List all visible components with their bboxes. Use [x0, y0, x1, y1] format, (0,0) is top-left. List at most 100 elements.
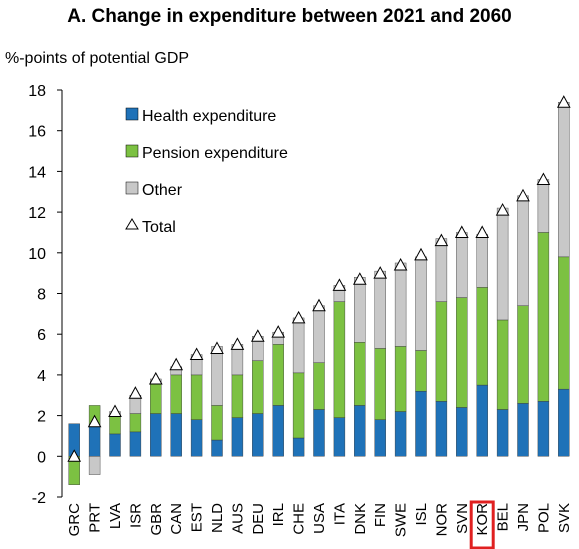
y-tick-label: -2 — [32, 490, 46, 507]
bar-segment-other — [476, 234, 488, 288]
total-marker — [536, 172, 551, 186]
legend-marker-total — [125, 218, 139, 230]
bar-segment-pension-expenditure — [272, 344, 284, 406]
y-tick-label: 18 — [28, 83, 46, 100]
bar-segment-health-expenditure — [170, 413, 182, 457]
bar-segment-pension-expenditure — [374, 348, 386, 420]
bar-segment-health-expenditure — [292, 437, 305, 457]
bar-segment-pension-expenditure — [231, 374, 244, 418]
category-label: SWE — [393, 503, 410, 537]
bar-segment-health-expenditure — [394, 411, 407, 457]
y-tick-label: 4 — [37, 368, 46, 385]
bar-segment-health-expenditure — [333, 417, 346, 457]
bar-segment-health-expenditure — [313, 409, 325, 457]
total-marker — [169, 357, 184, 371]
total-marker — [373, 266, 388, 279]
total-marker — [148, 371, 163, 385]
bar-segment-pension-expenditure — [354, 342, 366, 406]
legend-label-pension: Pension expenditure — [142, 145, 288, 162]
total-marker — [67, 449, 82, 462]
category-label: NOR — [433, 503, 450, 537]
total-marker — [87, 414, 102, 428]
bar-segment-pension-expenditure — [496, 319, 509, 410]
category-label: ISL — [413, 503, 430, 526]
bar-segment-other — [558, 102, 570, 258]
bar-segment-health-expenditure — [190, 419, 203, 457]
bar-segment-other — [517, 195, 529, 306]
bar-segment-other — [354, 277, 366, 343]
bar-segment-other — [88, 456, 101, 475]
category-label: EST — [189, 503, 206, 532]
total-marker — [454, 225, 469, 238]
category-label: AUS — [229, 503, 246, 534]
bar-segment-health-expenditure — [517, 403, 529, 457]
category-label: ITA — [331, 503, 348, 525]
category-label: POL — [535, 503, 552, 533]
bar-segment-pension-expenditure — [537, 232, 550, 402]
total-marker — [210, 341, 224, 354]
category-label: LVA — [107, 503, 124, 529]
total-marker — [128, 386, 143, 399]
bar-segment-other — [394, 262, 407, 347]
bar-segment-health-expenditure — [129, 431, 142, 457]
bar-segment-pension-expenditure — [456, 297, 468, 408]
total-marker — [475, 225, 490, 238]
category-label: FIN — [372, 503, 389, 527]
bar-segment-pension-expenditure — [292, 372, 305, 439]
bar-segment-pension-expenditure — [415, 350, 427, 392]
bar-segment-other — [435, 238, 448, 302]
category-label: GBR — [148, 503, 165, 536]
bar-segment-health-expenditure — [109, 433, 121, 457]
bar-segment-other — [374, 270, 386, 349]
bar-segment-other — [496, 207, 509, 321]
y-tick-label: 10 — [28, 246, 46, 263]
bar-segment-other — [537, 179, 550, 233]
category-label: CAN — [168, 503, 185, 535]
bar-segment-health-expenditure — [435, 401, 448, 457]
bar-segment-health-expenditure — [374, 419, 386, 457]
category-label: DEU — [250, 503, 267, 535]
total-marker — [556, 95, 571, 108]
bar-segment-pension-expenditure — [211, 405, 223, 441]
total-marker — [352, 272, 367, 285]
highlight-box-kor — [469, 500, 495, 549]
bar-segment-other — [211, 346, 223, 406]
y-tick-label: 0 — [37, 449, 46, 466]
bar-segment-pension-expenditure — [150, 382, 162, 414]
bar-segment-health-expenditure — [272, 405, 284, 457]
category-label: SVK — [556, 503, 573, 533]
bar-segment-pension-expenditure — [394, 346, 407, 412]
bar-segment-pension-expenditure — [190, 374, 203, 420]
legend-swatch-other — [125, 181, 139, 195]
bar-segment-pension-expenditure — [517, 305, 529, 404]
bar-segment-health-expenditure — [476, 384, 488, 457]
total-marker — [516, 188, 530, 202]
bar-segment-pension-expenditure — [313, 362, 325, 410]
category-label: BEL — [495, 503, 512, 531]
bar-segment-health-expenditure — [537, 401, 550, 457]
bar-segment-pension-expenditure — [333, 301, 346, 418]
total-marker — [189, 347, 204, 361]
bar-segment-health-expenditure — [496, 409, 509, 457]
bar-segment-health-expenditure — [456, 407, 468, 457]
category-label: SVN — [454, 503, 471, 534]
plot-area: -2 0 2 4 6 8 10 12 14 16 18 GRC PRT LVA ISR GBR CAN EST NL… — [28, 83, 573, 549]
bar-segment-health-expenditure — [354, 405, 366, 457]
bar-segment-health-expenditure — [150, 413, 162, 457]
category-label: ISR — [127, 503, 144, 528]
total-marker — [393, 257, 408, 271]
bar-segment-pension-expenditure — [558, 256, 570, 390]
legend-label-health: Health expenditure — [142, 108, 276, 125]
category-label: USA — [311, 503, 328, 534]
bar-segment-pension-expenditure — [476, 287, 488, 386]
legend-swatch-health — [125, 107, 139, 121]
total-marker — [271, 325, 286, 338]
y-tick-label: 2 — [37, 409, 46, 426]
bar-segment-pension-expenditure — [129, 413, 142, 433]
category-label: GRC — [66, 503, 83, 537]
y-tick-label: 14 — [28, 164, 46, 181]
y-tick-label: 16 — [28, 124, 46, 141]
category-label: NLD — [209, 503, 226, 533]
category-label: CHE — [291, 503, 308, 535]
